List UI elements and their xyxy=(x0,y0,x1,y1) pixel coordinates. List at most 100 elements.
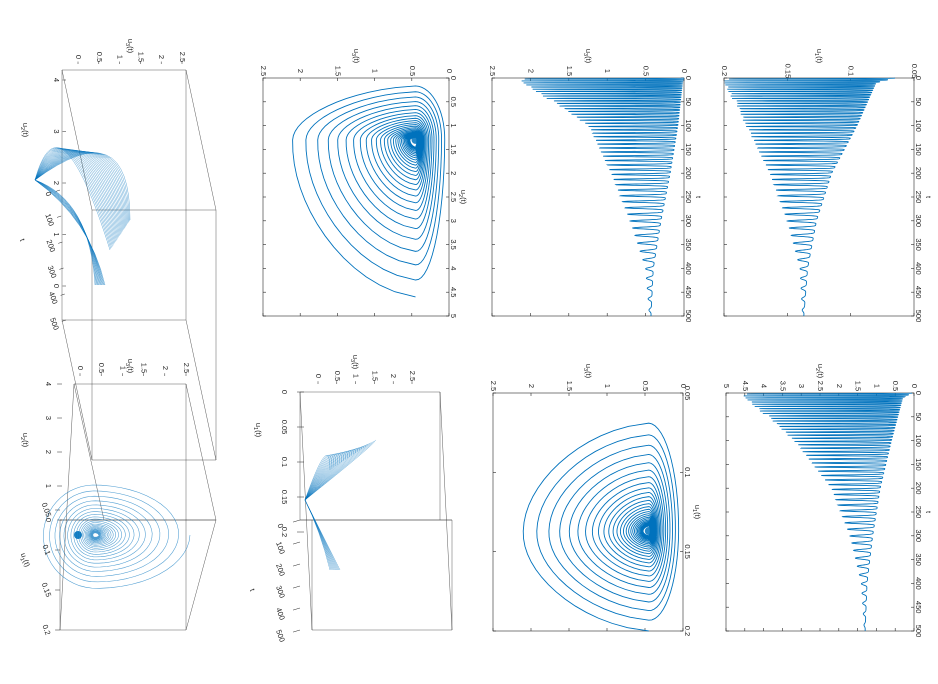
x-tick-label: 200 xyxy=(45,238,58,253)
x-tick-label: 0 xyxy=(449,76,458,80)
x-tick-label: 50 xyxy=(914,98,923,106)
z-tick-label: 1.5 xyxy=(370,371,379,381)
y-axis-label: u2(t) xyxy=(19,123,30,138)
x-tick-label: 4 xyxy=(449,266,458,270)
y-axis-label: u3(t) xyxy=(582,49,593,64)
x-tick-label: 1 xyxy=(449,124,458,128)
trajectory-line xyxy=(34,150,124,231)
box-edge xyxy=(185,383,217,521)
x-tick-label: 2 xyxy=(449,171,458,175)
y-tick-label: 4.5 xyxy=(741,381,750,391)
x-tick-label: 0.15 xyxy=(683,544,692,559)
y-axis-label: u2(t) xyxy=(814,364,825,379)
x-tick-label: 100 xyxy=(684,119,693,132)
x-tick-label: 150 xyxy=(914,143,923,156)
trajectory-line xyxy=(522,422,680,632)
tick-mark xyxy=(292,585,301,589)
tick-mark xyxy=(55,189,61,192)
x-axis-label: u1(t) xyxy=(16,552,32,570)
trajectory-line xyxy=(304,451,346,501)
x-tick-label: 300 xyxy=(684,215,693,228)
y-tick-label: 0 xyxy=(44,518,53,522)
z-tick-label: 0 xyxy=(314,374,323,378)
y-tick-label: 0.1 xyxy=(847,66,856,76)
trajectory-line xyxy=(34,151,127,227)
y-axis-label: u1(t) xyxy=(813,49,824,64)
x-tick-label: 150 xyxy=(684,143,693,156)
y-tick-label: 0.2 xyxy=(280,527,289,537)
y-tick-label: 0 xyxy=(679,384,688,388)
y-axis-label: u1(t) xyxy=(252,423,263,438)
equilibrium-point xyxy=(411,135,420,144)
z-tick-label: 2.5 xyxy=(178,52,187,62)
x-tick-label: 50 xyxy=(684,98,693,106)
x-tick-label: 100 xyxy=(43,212,56,227)
y-tick-label: 0 xyxy=(280,390,289,394)
z-tick-label: 2 xyxy=(389,374,398,378)
x-tick-label: 0.2 xyxy=(40,623,52,636)
z-axis-label: u3(t) xyxy=(124,359,135,374)
y-tick-label: 0 xyxy=(910,384,919,388)
trajectory-line xyxy=(34,151,128,225)
x-tick-label: 0.5 xyxy=(449,97,458,107)
trajectory-line xyxy=(34,152,131,221)
x-tick-label: 0 xyxy=(914,391,923,395)
trajectory-line xyxy=(304,452,344,501)
x-tick-label: 500 xyxy=(48,316,61,331)
x-tick-label: 200 xyxy=(684,167,693,180)
x-tick-label: 150 xyxy=(914,458,923,471)
trajectory-line xyxy=(34,152,128,224)
z-tick-label: 0 xyxy=(76,366,85,370)
y-tick-label: 1 xyxy=(52,232,61,236)
x-tick-label: 5 xyxy=(449,314,458,318)
x-tick-label: 500 xyxy=(914,310,923,323)
x-axis-label: u2(t) xyxy=(457,190,468,205)
x-tick-label: 100 xyxy=(274,540,287,555)
y-tick-label: 2.5 xyxy=(259,66,268,76)
box-edge xyxy=(185,519,217,631)
x-tick-label: 100 xyxy=(914,434,923,447)
tick-mark xyxy=(292,629,301,633)
x-tick-label: 1.5 xyxy=(449,144,458,154)
y-tick-label: 3 xyxy=(52,129,61,133)
equilibrium-point xyxy=(74,531,82,539)
y-tick-label: 3.5 xyxy=(778,381,787,391)
box-edge xyxy=(73,383,105,521)
y-tick-label: 4 xyxy=(760,384,769,388)
trajectory-line xyxy=(34,150,121,235)
trajectory-line xyxy=(34,150,122,234)
y-tick-label: 0.15 xyxy=(280,490,289,505)
y-tick-label: 1 xyxy=(371,69,380,73)
z-tick-label: 1 xyxy=(118,366,127,370)
z-tick-label: 1.5 xyxy=(136,52,145,62)
trajectory-line xyxy=(304,449,354,501)
x-tick-label: 200 xyxy=(914,167,923,180)
axes-box xyxy=(492,392,684,632)
y-tick-label: 3 xyxy=(797,384,806,388)
z-tick-label: 1 xyxy=(116,55,125,59)
y-tick-label: 1.5 xyxy=(565,66,574,76)
x-tick-label: 300 xyxy=(274,584,287,599)
z-tick-label: 2 xyxy=(157,55,166,59)
trajectory-line xyxy=(34,150,123,233)
tick-mark xyxy=(292,541,301,545)
trajectory-line xyxy=(34,151,126,228)
trajectory-line xyxy=(304,441,374,501)
tick-mark xyxy=(60,293,65,296)
trajectory-line xyxy=(304,451,350,501)
x-tick-label: 500 xyxy=(274,628,287,643)
trajectory-line xyxy=(304,453,339,501)
series-line xyxy=(521,77,685,316)
z-tick-label: 2.5 xyxy=(182,363,191,373)
y-tick-label: 0.5 xyxy=(408,66,417,76)
x-tick-label: 0.05 xyxy=(683,386,692,401)
trajectory-line xyxy=(304,499,341,571)
box-edge xyxy=(299,391,313,631)
series-line xyxy=(743,392,913,632)
y-tick-label: 4 xyxy=(44,382,53,386)
x-axis-label: t xyxy=(924,511,933,514)
y-tick-label: 0.05 xyxy=(910,64,919,79)
tick-mark xyxy=(58,241,63,244)
y-tick-label: 0.5 xyxy=(642,66,651,76)
